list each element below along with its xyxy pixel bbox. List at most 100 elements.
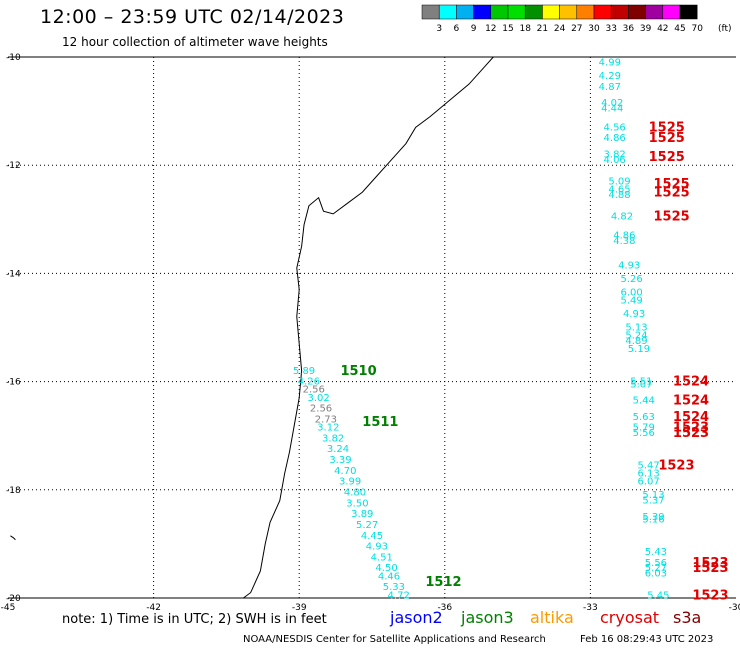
pass-time-label: 1525 (653, 185, 689, 200)
pass-time-label: 1525 (649, 131, 685, 146)
pass-time-label: 1525 (653, 210, 689, 225)
pass-time-label: 1524 (673, 410, 709, 425)
scale-tick-label: 36 (623, 24, 635, 34)
wave-height-value: 4.51 (371, 552, 393, 563)
wave-height-value: 5.39 (642, 512, 664, 523)
lat-tick-label: -16 (6, 378, 21, 388)
pass-time-label: 1510 (340, 364, 376, 379)
wave-height-value: 5.56 (633, 428, 655, 439)
pass-time-label: 1525 (653, 177, 689, 192)
wave-height-value: 5.63 (633, 412, 655, 423)
satellite-jason2: jason2 (390, 608, 443, 627)
pass-time-label: 1525 (649, 150, 685, 165)
wave-height-value: 4.93 (366, 542, 388, 553)
wave-height-value: 4.26 (298, 377, 320, 388)
wave-height-value: 3.99 (339, 477, 361, 488)
pass-time-label: 1523 (658, 458, 694, 473)
lon-tick-label: -36 (437, 603, 452, 610)
lon-tick-label: -42 (146, 603, 161, 610)
lat-tick-label: -20 (6, 594, 21, 604)
pass-time-label: 1523 (692, 561, 728, 576)
credit-line: NOAA/NESDIS Center for Satellite Applica… (243, 634, 546, 645)
wave-height-value: 5.37 (642, 496, 664, 507)
wave-height-value: 3.82 (322, 433, 344, 444)
lon-tick-label: -30 (729, 603, 740, 610)
scale-tick-label: 39 (640, 24, 652, 34)
wave-height-value: 5.89 (293, 366, 315, 377)
lon-tick-label: -45 (1, 603, 16, 610)
wave-height-value: 5.16 (642, 515, 664, 526)
wave-height-value: 5.09 (608, 176, 630, 187)
scale-tick-label: 42 (657, 24, 668, 34)
scale-tick-label: 33 (605, 24, 616, 34)
wave-height-value: 5.45 (647, 590, 669, 601)
scale-swatch (679, 4, 698, 20)
wave-height-value: 6.03 (645, 569, 667, 580)
scale-tick-label: 3 (436, 24, 442, 34)
wave-height-value: 4.65 (608, 185, 630, 196)
wave-height-value: 5.19 (628, 344, 650, 355)
wave-height-value: 4.93 (618, 260, 640, 271)
wave-height-value: 4.50 (375, 563, 397, 574)
pass-time-label: 1523 (673, 421, 709, 436)
wave-height-value: 5.27 (356, 520, 378, 531)
wave-height-value: 5.26 (621, 274, 643, 285)
island-shape (10, 535, 16, 541)
lat-tick-label: -10 (6, 53, 21, 63)
wave-height-value: 5.47 (638, 460, 660, 471)
satellite-altika: altika (530, 608, 574, 627)
generated-timestamp: Feb 16 08:29:43 UTC 2023 (580, 634, 714, 645)
scale-tick-label: 18 (519, 24, 531, 34)
wave-height-value: 4.44 (601, 103, 623, 114)
wave-height-value: 4.46 (378, 571, 400, 582)
wave-height-value: 4.72 (388, 590, 410, 601)
wave-height-value: 6.00 (621, 287, 643, 298)
wave-height-value: 3.82 (604, 149, 626, 160)
wave-height-value: 4.80 (344, 488, 366, 499)
wave-height-value: 5.44 (633, 396, 655, 407)
lat-tick-label: -18 (6, 486, 21, 496)
wave-height-value: 3.02 (307, 393, 329, 404)
wave-height-value: 5.13 (625, 323, 647, 334)
wave-height-value: 4.86 (613, 231, 635, 242)
wave-height-value: 5.33 (383, 582, 405, 593)
pass-time-label: 1523 (673, 426, 709, 441)
wave-height-value: 2.56 (310, 404, 332, 415)
pass-time-label: 1525 (649, 120, 685, 135)
wave-height-value: 4.82 (611, 212, 633, 223)
wave-height-value: 5.51 (630, 377, 652, 388)
pass-time-label: 1523 (692, 556, 728, 571)
pass-time-label: 1512 (425, 575, 461, 590)
wave-height-value: 4.88 (608, 190, 630, 201)
wave-height-value: 3.12 (317, 423, 339, 434)
wave-height-value: 4.93 (623, 309, 645, 320)
wave-height-value: 4.99 (599, 57, 621, 68)
pass-time-label: 1524 (673, 394, 709, 409)
wave-height-value: 5.79 (633, 423, 655, 434)
coastline (243, 56, 494, 599)
page-subtitle: 12 hour collection of altimeter wave hei… (62, 35, 328, 49)
color-scale-legend: 3 6 9 12 15 18 21 24 27 30 33 36 39 42 45 70 (ft) (421, 4, 732, 34)
wave-height-value: 4.70 (334, 466, 356, 477)
wave-height-value: 5.56 (645, 558, 667, 569)
lat-tick-label: -14 (6, 269, 21, 279)
footer-note: note: 1) Time is in UTC; 2) SWH is in fe… (62, 612, 327, 627)
wave-height-value: 6.13 (638, 469, 660, 480)
wave-height-value: 4.86 (604, 133, 626, 144)
wave-height-value: 4.56 (604, 122, 626, 133)
wave-height-value: 4.45 (361, 531, 383, 542)
scale-tick-label: 30 (588, 24, 600, 34)
wave-height-value: 3.39 (329, 455, 351, 466)
pass-time-label: 1523 (692, 588, 728, 603)
wave-height-value: 3.50 (346, 498, 368, 509)
wave-height-value: 3.89 (351, 509, 373, 520)
lat-tick-label: -12 (6, 161, 21, 171)
wave-height-value: 4.38 (613, 236, 635, 247)
scale-tick-label: 6 (454, 24, 460, 34)
scale-tick-label: 15 (502, 24, 513, 34)
wave-height-value: 5.43 (645, 547, 667, 558)
wave-height-value: 4.02 (601, 98, 623, 109)
wave-height-value: 4.06 (604, 155, 626, 166)
scale-tick-label: 12 (485, 24, 496, 34)
scale-tick-label: 21 (537, 24, 548, 34)
